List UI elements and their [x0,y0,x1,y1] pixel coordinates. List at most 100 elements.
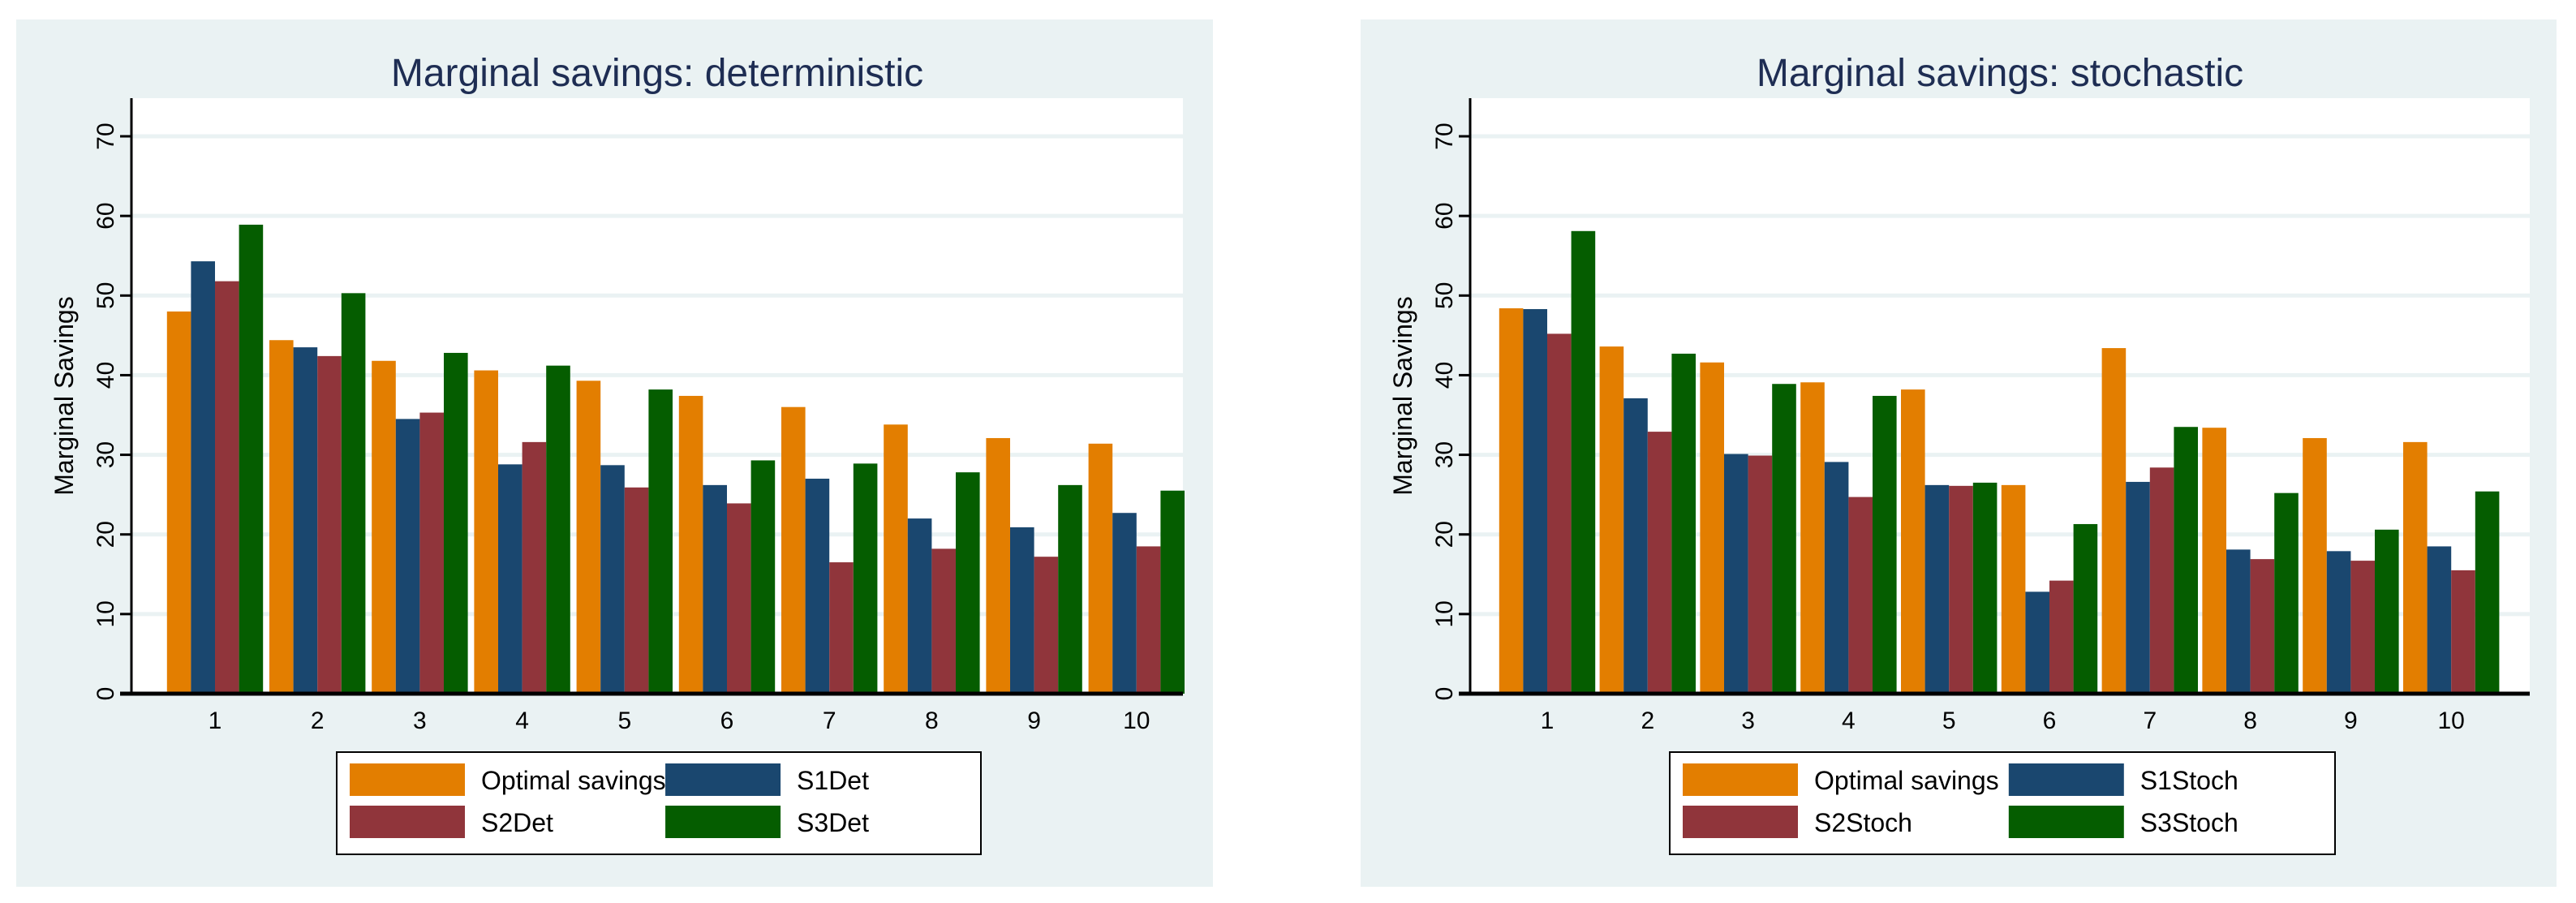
bar-s1det-8 [907,518,932,694]
bar-s2stoch-9 [2350,561,2375,694]
bar-s1stoch-3 [1724,454,1748,694]
bar-optimal-savings-5 [576,381,601,694]
legend-swatch [665,763,781,796]
bar-s1stoch-6 [2025,591,2049,694]
bar-optimal-savings-3 [1700,362,1724,694]
legend-label: Optimal savings [1814,766,1999,795]
legend-label: S1Det [797,766,869,795]
bar-s1stoch-8 [2226,549,2251,694]
y-tick-label: 20 [92,521,119,548]
y-axis-label: Marginal Savings [49,296,79,495]
y-tick-label: 10 [92,600,119,627]
bar-s1det-2 [293,347,318,694]
legend-swatch [1683,763,1798,796]
legend-swatch [350,763,465,796]
bar-optimal-savings-7 [2101,348,2127,694]
bar-s1det-4 [498,464,523,694]
bar-s1stoch-10 [2427,546,2452,694]
legend-swatch [1683,806,1798,838]
x-tick-label: 1 [1541,707,1555,734]
bar-s1stoch-4 [1824,462,1849,694]
legend-swatch [350,806,465,838]
bar-s3stoch-3 [1772,384,1796,694]
y-tick-label: 70 [92,123,119,149]
bar-s3stoch-9 [2375,529,2399,694]
bar-s2stoch-1 [1547,333,1572,694]
bar-s1det-1 [191,261,215,694]
x-tick-label: 10 [1123,707,1150,734]
bar-s2det-2 [317,355,342,694]
y-tick-label: 40 [1431,362,1458,389]
x-tick-label: 10 [2438,707,2465,734]
bar-s3det-6 [750,460,776,694]
bar-s1stoch-2 [1623,398,1648,694]
bar-s1det-9 [1010,527,1034,694]
bar-s2stoch-7 [2149,467,2174,694]
y-tick-label: 60 [92,202,119,229]
bar-s2stoch-10 [2451,570,2475,694]
legend-label: S2Stoch [1814,808,1912,837]
bar-s2det-5 [624,487,649,694]
bar-s1stoch-5 [1924,484,1950,694]
bar-s3det-10 [1160,490,1185,694]
y-tick-label: 30 [92,441,119,468]
x-tick-label: 9 [2344,707,2358,734]
bar-optimal-savings-9 [2303,437,2327,694]
legend-label: S2Det [481,808,553,837]
bar-optimal-savings-6 [678,395,703,694]
bar-s1stoch-7 [2126,481,2150,694]
legend: Optimal savings S1Det S2Det S3Det [336,751,982,855]
legend-swatch [2008,763,2124,796]
bar-s2stoch-6 [2049,580,2074,694]
bar-s3stoch-5 [1972,482,1998,694]
bar-s1det-10 [1112,513,1137,694]
x-tick-label: 2 [1641,707,1654,734]
legend-label: S1Stoch [2140,766,2238,795]
y-tick-label: 70 [1431,123,1458,149]
x-tick-label: 5 [617,707,631,734]
bar-s3det-3 [444,352,468,694]
bar-s2det-4 [522,441,547,694]
bar-optimal-savings-2 [1599,346,1624,694]
x-tick-label: 3 [413,707,427,734]
bar-optimal-savings-1 [166,311,191,694]
bar-s3stoch-6 [2073,523,2098,694]
y-tick-label: 30 [1431,441,1458,468]
y-tick-label: 10 [1431,600,1458,627]
bar-s1stoch-1 [1523,308,1547,694]
legend-swatch [665,806,781,838]
x-tick-label: 7 [823,707,836,734]
bar-s2det-8 [931,548,956,694]
bar-optimal-savings-6 [2001,484,2026,694]
bar-optimal-savings-10 [2403,441,2428,694]
bar-s2det-3 [419,412,444,694]
x-tick-label: 6 [2043,707,2057,734]
bar-s1stoch-9 [2326,551,2351,694]
y-tick-label: 60 [1431,202,1458,229]
bar-optimal-savings-1 [1499,307,1524,694]
chart-title: Marginal savings: deterministic [391,52,923,95]
bar-s3stoch-4 [1873,395,1897,694]
x-tick-label: 6 [720,707,734,734]
bar-s3det-1 [239,224,264,694]
bar-optimal-savings-3 [372,360,396,694]
bar-optimal-savings-10 [1088,443,1113,694]
bar-s3det-9 [1058,484,1082,694]
x-tick-label: 5 [1942,707,1956,734]
bar-optimal-savings-9 [986,437,1010,694]
chart-title: Marginal savings: stochastic [1757,52,2243,95]
bar-s2stoch-8 [2250,559,2275,694]
y-tick-label: 40 [92,362,119,389]
bar-optimal-savings-5 [1901,389,1925,694]
bar-s1det-7 [805,479,830,694]
x-tick-label: 3 [1741,707,1755,734]
bar-s2stoch-4 [1848,497,1873,694]
bar-s2det-6 [727,503,751,694]
x-tick-label: 7 [2143,707,2157,734]
x-tick-label: 8 [2243,707,2257,734]
bar-s3det-5 [648,389,673,694]
legend-swatch [2008,806,2124,838]
bar-s3det-8 [956,472,980,694]
chart-panel-2: Marginal savings: stochastic 0 10 20 30 40 50 6… [1361,19,2557,887]
